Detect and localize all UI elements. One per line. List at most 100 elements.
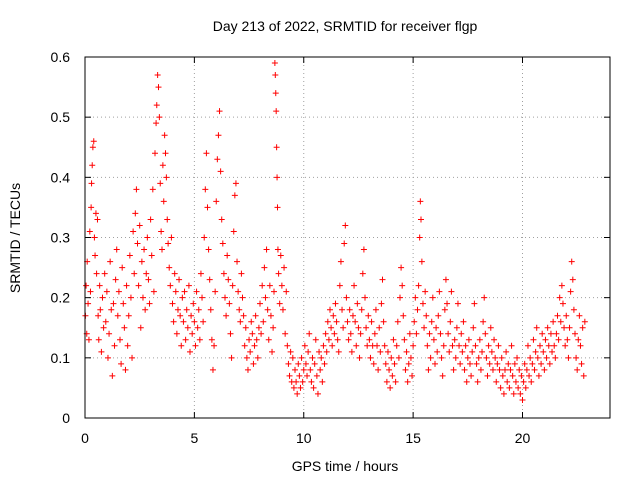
data-point [479,348,486,355]
data-point [519,396,526,403]
data-point [468,372,475,379]
data-point [499,372,506,379]
data-point [474,378,481,385]
data-point [107,258,114,265]
data-point [143,270,150,277]
data-point [328,324,335,331]
data-point [89,162,96,169]
data-point [124,342,131,349]
data-point [134,240,141,247]
data-point [366,336,373,343]
data-point [148,252,155,259]
data-point [576,312,583,319]
data-point [216,108,223,115]
data-point [505,360,512,367]
data-point [496,366,503,373]
data-point [392,378,399,385]
data-point [546,360,553,367]
data-point [574,366,581,373]
data-point [212,288,219,295]
data-point [340,324,347,331]
data-point [461,366,468,373]
data-point [454,300,461,307]
data-point [427,354,434,361]
data-point [538,360,545,367]
data-point [523,366,530,373]
data-point [512,378,519,385]
data-point [182,336,189,343]
data-point [260,318,267,325]
data-point [215,132,222,139]
axis-ticks [84,56,610,419]
data-point [113,246,120,253]
data-point [558,282,565,289]
data-point [424,342,431,349]
data-point [569,276,576,283]
data-point [363,324,370,331]
data-point [269,348,276,355]
data-point [410,342,417,349]
data-point [360,246,367,253]
data-point [126,252,133,259]
data-point [209,366,216,373]
data-point [426,330,433,337]
data-point [554,312,561,319]
data-point [146,300,153,307]
data-point [465,336,472,343]
data-point [145,276,152,283]
data-point [262,294,269,301]
data-point [440,342,447,349]
y-tick-label: 0.3 [51,230,71,246]
data-point [185,282,192,289]
data-point [397,294,403,301]
data-point [462,342,469,349]
data-point [495,342,502,349]
data-point [351,282,358,289]
data-point [218,216,225,223]
data-point [201,234,208,241]
data-point [191,318,198,325]
data-point [319,378,326,385]
data-point [559,300,566,307]
data-point [226,300,233,307]
data-point [254,354,261,361]
y-tick-labels: 0 0.1 0.2 0.3 0.4 0.5 0.6 [51,49,71,426]
data-point [197,270,204,277]
y-axis-label: SRMTID / TECUs [7,183,23,293]
data-point [342,222,349,229]
data-points [82,60,588,403]
data-point [516,366,523,373]
data-point [187,348,193,355]
x-tick-label: 15 [405,430,421,446]
data-point [567,288,574,295]
data-point [208,336,215,343]
data-point [222,294,228,301]
data-point [552,354,559,361]
data-point [542,336,549,343]
data-point [434,348,441,355]
data-point [339,306,346,313]
data-point [214,156,221,163]
data-point [430,336,437,343]
data-point [92,210,99,217]
data-point [310,384,317,391]
data-point [94,216,101,223]
data-point [101,270,108,277]
data-point [317,366,324,373]
data-point [565,354,572,361]
data-point [473,360,480,367]
data-point [428,318,435,325]
data-point [497,384,504,391]
data-point [309,354,316,361]
data-point [108,306,115,313]
data-point [305,348,312,355]
data-point [506,384,513,391]
data-point [433,324,440,331]
data-point [312,336,319,343]
data-point [441,306,448,313]
data-point [456,342,463,349]
data-point [193,288,200,295]
data-point [147,216,154,223]
data-point [179,294,186,301]
data-point [149,186,156,193]
